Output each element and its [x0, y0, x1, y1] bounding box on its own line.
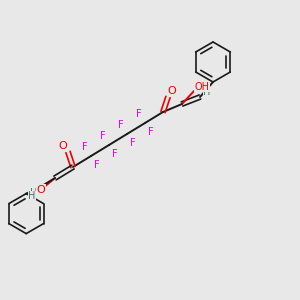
Text: O: O: [37, 185, 45, 195]
Text: H: H: [28, 191, 36, 201]
Text: F: F: [118, 120, 124, 130]
Text: F: F: [130, 138, 136, 148]
Text: H: H: [30, 188, 38, 198]
Text: F: F: [112, 149, 118, 159]
Text: F: F: [82, 142, 88, 152]
Text: OH: OH: [194, 82, 209, 92]
Text: H: H: [203, 87, 211, 97]
Text: F: F: [94, 160, 100, 170]
Text: F: F: [136, 109, 142, 118]
Text: F: F: [148, 128, 154, 137]
Text: O: O: [58, 141, 68, 151]
Text: O: O: [168, 86, 176, 96]
Text: F: F: [100, 130, 106, 141]
